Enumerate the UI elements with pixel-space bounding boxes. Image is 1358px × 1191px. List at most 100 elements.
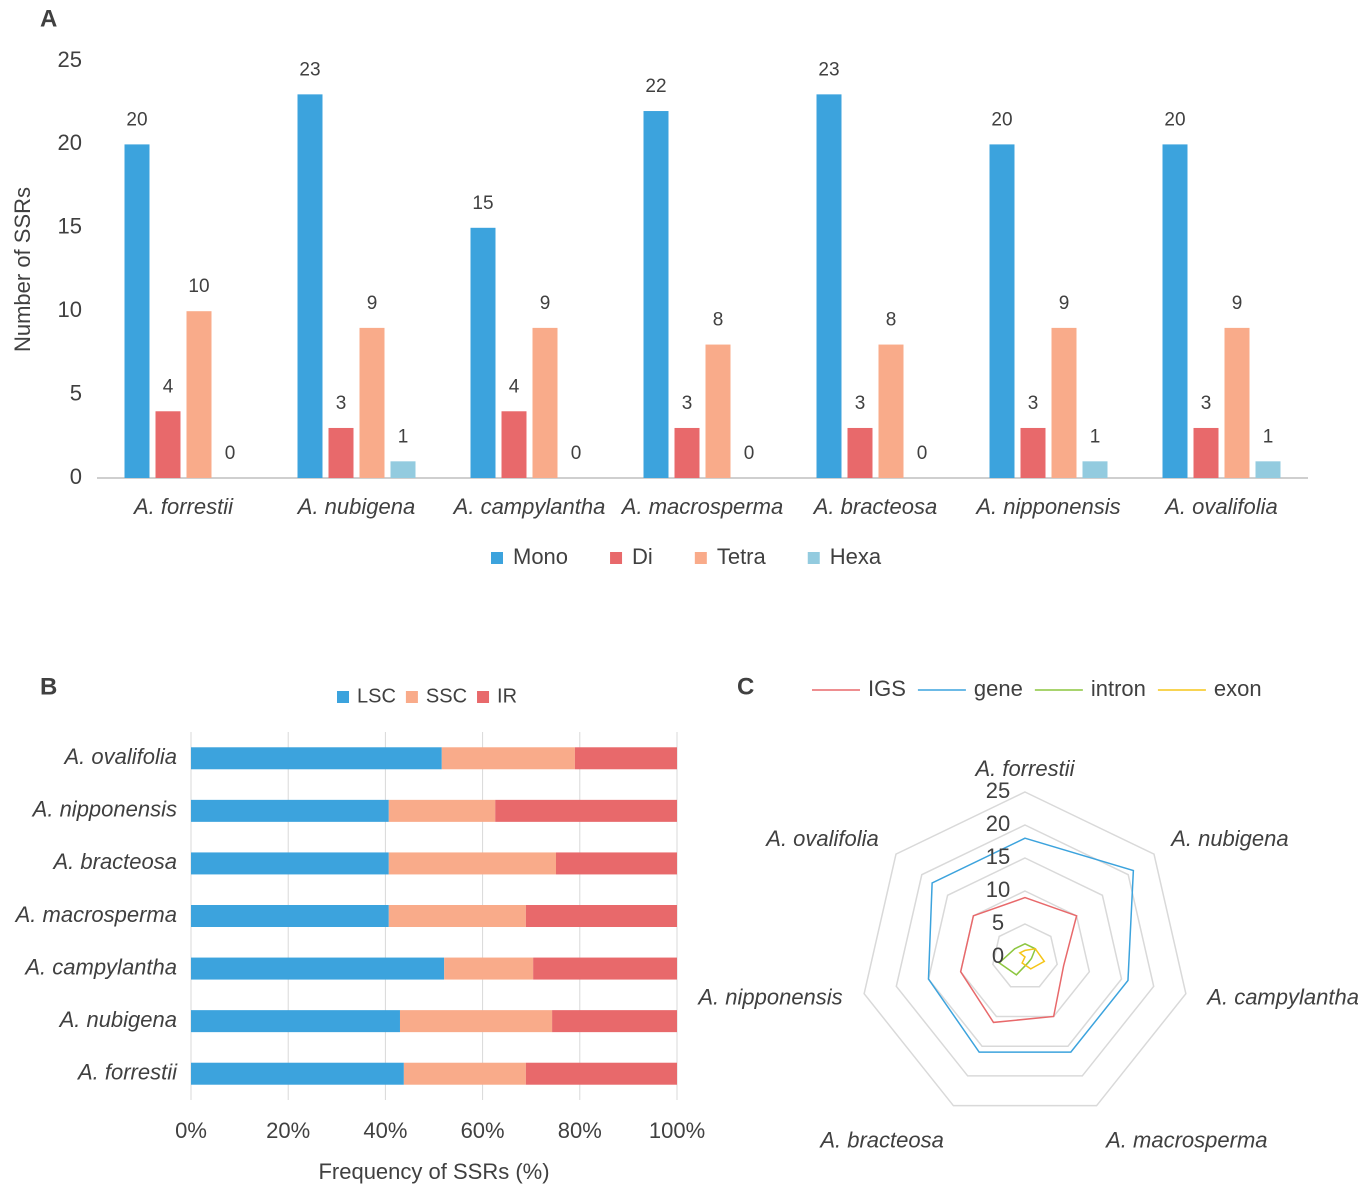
x-tick-label: A. forrestii [132, 494, 234, 519]
data-label: 8 [713, 310, 724, 331]
data-label: 23 [818, 59, 839, 80]
bar-segment [191, 905, 389, 927]
data-label: 20 [1164, 109, 1185, 130]
data-label: 9 [1232, 293, 1243, 314]
data-label: 1 [1263, 426, 1274, 447]
data-label: 22 [645, 76, 666, 97]
legend-label: Di [632, 544, 653, 569]
legend-label: IGS [868, 676, 906, 701]
bar [390, 461, 416, 478]
bar-segment [388, 799, 496, 822]
axis-label: A. nubigena [1169, 826, 1288, 851]
data-label: 10 [188, 276, 209, 297]
bar [1193, 427, 1219, 478]
data-label: 3 [1201, 393, 1212, 414]
y-tick-label: A. ovalifolia [62, 744, 177, 769]
x-tick-label: A. macrosperma [620, 494, 783, 519]
bar-segment [191, 1010, 400, 1033]
y-tick-label: 0 [70, 464, 82, 489]
legend-swatch [405, 691, 418, 703]
bar [1051, 327, 1077, 478]
bar [470, 227, 496, 478]
r-tick-label: 20 [986, 811, 1010, 836]
bar [1255, 461, 1281, 478]
y-tick-label: 25 [58, 47, 82, 72]
panel-label: B [40, 673, 57, 700]
data-label: 3 [1028, 393, 1039, 414]
bar [643, 111, 669, 478]
data-label: 1 [1090, 426, 1101, 447]
x-tick-label: 60% [461, 1118, 505, 1143]
x-tick-label: A. nubigena [296, 494, 415, 519]
axis-label: A. forrestii [973, 756, 1075, 781]
bar [674, 427, 700, 478]
data-label: 4 [509, 376, 520, 397]
axis-label: A. macrosperma [1104, 1127, 1267, 1152]
x-tick-label: A. nipponensis [974, 494, 1120, 519]
bar-segment [525, 1062, 677, 1085]
x-tick-label: 100% [649, 1118, 705, 1143]
x-tick-label: 0% [175, 1118, 207, 1143]
bar-segment [191, 799, 389, 822]
bar [328, 427, 354, 478]
y-tick-label: 10 [58, 297, 82, 322]
bar-segment [388, 852, 556, 875]
y-tick-label: A. macrosperma [14, 902, 177, 927]
panel-label: C [737, 673, 754, 700]
y-tick-label: A. forrestii [76, 1060, 178, 1085]
y-tick-label: 5 [70, 380, 82, 405]
grid-ring [863, 791, 1187, 1107]
data-label: 15 [472, 193, 493, 214]
x-tick-label: 40% [363, 1118, 407, 1143]
r-tick-label: 5 [992, 910, 1004, 935]
r-tick-label: 0 [992, 943, 1004, 968]
bar-segment [191, 852, 389, 875]
r-tick-label: 25 [986, 778, 1010, 803]
legend-label: IR [497, 685, 517, 707]
legend-swatch [477, 691, 490, 703]
legend-label: Mono [513, 544, 568, 569]
data-label: 20 [991, 109, 1012, 130]
axis-label: A. nipponensis [696, 984, 842, 1009]
bar-segment [444, 957, 534, 980]
bar-segment [399, 1010, 553, 1033]
axis-label: A. ovalifolia [764, 826, 879, 851]
data-label: 3 [855, 393, 866, 414]
legend-swatch [694, 552, 707, 564]
bar [878, 344, 904, 478]
radar-line [1018, 947, 1046, 970]
data-label: 0 [225, 443, 236, 464]
data-label: 8 [886, 310, 897, 331]
bar [1082, 461, 1108, 478]
bar-segment [191, 1062, 404, 1085]
bar-segment [441, 747, 575, 770]
bar-segment [555, 852, 677, 875]
axis-label: A. campylantha [1205, 984, 1358, 1009]
x-tick-label: A. bracteosa [812, 494, 938, 519]
r-tick-label: 10 [986, 877, 1010, 902]
bar-segment [191, 747, 442, 770]
x-tick-label: 20% [266, 1118, 310, 1143]
legend-label: LSC [357, 685, 396, 707]
y-axis-title: Number of SSRs [10, 187, 35, 352]
bar-segment [574, 747, 677, 770]
radar-line [998, 942, 1037, 976]
grid-ring [959, 890, 1091, 1018]
data-label: 0 [571, 443, 582, 464]
bar-segment [525, 905, 677, 927]
data-label: 3 [682, 393, 693, 414]
bar-segment [403, 1062, 526, 1085]
legend-label: exon [1214, 676, 1262, 701]
legend-swatch [807, 552, 820, 564]
legend-label: SSC [426, 685, 467, 707]
data-label: 3 [336, 393, 347, 414]
axis-label: A. bracteosa [818, 1127, 944, 1152]
bar [155, 411, 181, 478]
bar [532, 327, 558, 478]
y-tick-label: A. bracteosa [51, 849, 177, 874]
y-tick-label: A. campylantha [23, 954, 177, 979]
y-tick-label: A. nubigena [58, 1007, 177, 1032]
data-label: 20 [126, 109, 147, 130]
bar [705, 344, 731, 478]
data-label: 9 [1059, 293, 1070, 314]
